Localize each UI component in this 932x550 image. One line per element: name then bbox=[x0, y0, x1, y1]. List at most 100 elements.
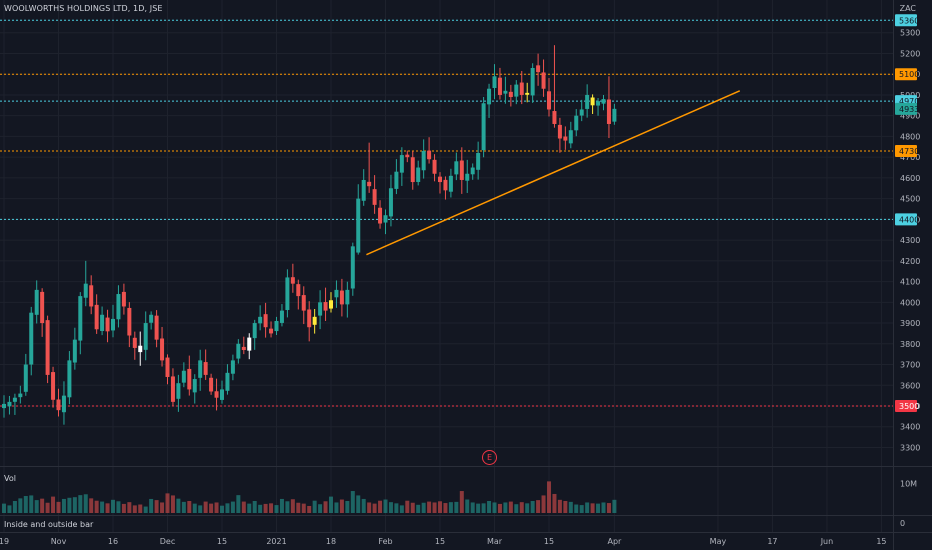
volume-bar bbox=[209, 503, 214, 513]
volume-bar bbox=[568, 501, 573, 513]
candle-body bbox=[160, 338, 165, 361]
candle-body bbox=[470, 167, 475, 175]
price-tick-label: 4600 bbox=[900, 174, 920, 183]
price-tick-label: 4300 bbox=[900, 236, 920, 245]
price-level-tag-label: 5360 bbox=[899, 16, 919, 25]
volume-bar bbox=[312, 500, 317, 513]
volume-bar bbox=[138, 504, 143, 513]
candle-body bbox=[45, 320, 50, 375]
candle-body bbox=[181, 370, 186, 383]
price-level-tag bbox=[895, 68, 917, 81]
price-tick-label: 3800 bbox=[900, 340, 920, 349]
volume-bar bbox=[350, 491, 355, 513]
candle-body bbox=[89, 285, 94, 307]
indicator-pane-label[interactable]: Inside and outside bar bbox=[4, 520, 94, 529]
volume-bar bbox=[220, 505, 224, 513]
candle-body bbox=[481, 103, 486, 151]
candle-body bbox=[307, 309, 312, 328]
candle-body bbox=[487, 88, 492, 105]
candle-body bbox=[269, 328, 274, 334]
candle-body bbox=[72, 339, 77, 363]
candle-body bbox=[154, 315, 159, 340]
volume-bar bbox=[345, 500, 350, 513]
volume-bar bbox=[443, 503, 448, 513]
volume-bar bbox=[170, 495, 175, 513]
volume-bar bbox=[7, 505, 12, 513]
price-level-tag-label: 3500 bbox=[899, 402, 919, 411]
volume-bar bbox=[301, 503, 306, 513]
volume-bar bbox=[378, 500, 383, 513]
volume-bar bbox=[111, 499, 115, 513]
volume-bar bbox=[323, 501, 328, 513]
candle-body bbox=[318, 302, 323, 316]
volume-bar bbox=[269, 503, 274, 513]
candle-body bbox=[416, 167, 421, 182]
volume-tick-label: 0 bbox=[900, 519, 905, 528]
earnings-badge[interactable]: E bbox=[482, 450, 497, 465]
time-tick-label: Apr bbox=[607, 537, 622, 546]
volume-bar bbox=[388, 502, 393, 513]
candle-body bbox=[367, 181, 372, 187]
price-axis: 3300 3400 3500 3600 3700 3800 3900 4000 4100 4200… bbox=[895, 14, 920, 452]
volume-bar bbox=[361, 498, 366, 513]
candle-body bbox=[34, 289, 39, 315]
candle-body bbox=[465, 173, 470, 181]
volume-bar bbox=[454, 501, 459, 513]
volume-bar bbox=[601, 502, 606, 513]
volume-bar bbox=[160, 502, 165, 513]
candle-body bbox=[209, 377, 214, 392]
candle-body bbox=[606, 99, 611, 124]
candle-body bbox=[563, 136, 568, 141]
candle-body bbox=[361, 179, 366, 201]
volume-bar bbox=[83, 494, 88, 513]
volume-pane-label[interactable]: Vol bbox=[4, 474, 16, 483]
volume-bar bbox=[34, 500, 39, 513]
volume-bar bbox=[100, 501, 105, 513]
candle-body bbox=[454, 161, 459, 175]
volume-bars bbox=[2, 481, 617, 513]
candle-body bbox=[143, 323, 148, 350]
volume-bar bbox=[503, 502, 508, 513]
candle-body bbox=[383, 215, 388, 223]
candle-body bbox=[111, 318, 115, 331]
volume-bar bbox=[318, 504, 323, 513]
price-level-tag bbox=[895, 14, 917, 27]
volume-bar bbox=[492, 502, 497, 513]
candle-body bbox=[105, 317, 110, 332]
candle-body bbox=[448, 175, 453, 192]
candle-body bbox=[574, 115, 579, 131]
volume-bar bbox=[290, 499, 295, 513]
candle-body bbox=[132, 337, 137, 348]
volume-bar bbox=[383, 499, 388, 513]
volume-bar bbox=[18, 498, 23, 513]
candle-body bbox=[12, 397, 17, 402]
candle-body bbox=[285, 277, 290, 310]
volume-bar bbox=[94, 500, 99, 513]
candle-body bbox=[394, 171, 399, 189]
volume-bar bbox=[203, 501, 208, 513]
time-tick-label: 16 bbox=[108, 537, 118, 546]
volume-bar bbox=[51, 496, 56, 513]
symbol-title[interactable]: WOOLWORTHS HOLDINGS LTD, 1D, JSE bbox=[4, 4, 163, 13]
candlesticks bbox=[2, 45, 617, 425]
volume-bar bbox=[579, 505, 584, 513]
candle-body bbox=[83, 283, 88, 298]
price-level-tag-label: 5100 bbox=[899, 70, 919, 79]
candle-body bbox=[508, 91, 513, 98]
candle-body bbox=[258, 316, 263, 324]
candle-body bbox=[220, 389, 224, 400]
candle-body bbox=[121, 291, 126, 307]
volume-bar bbox=[438, 501, 442, 513]
candle-body bbox=[438, 176, 442, 183]
volume-bar bbox=[416, 504, 421, 513]
candle-body bbox=[290, 277, 295, 284]
candle-body bbox=[585, 94, 590, 109]
volume-bar bbox=[541, 495, 546, 513]
volume-bar bbox=[427, 501, 432, 513]
candle-body bbox=[263, 314, 268, 328]
price-level-tag bbox=[895, 144, 917, 157]
volume-bar bbox=[89, 498, 94, 513]
candle-body bbox=[334, 289, 339, 298]
time-tick-label: 18 bbox=[326, 537, 336, 546]
